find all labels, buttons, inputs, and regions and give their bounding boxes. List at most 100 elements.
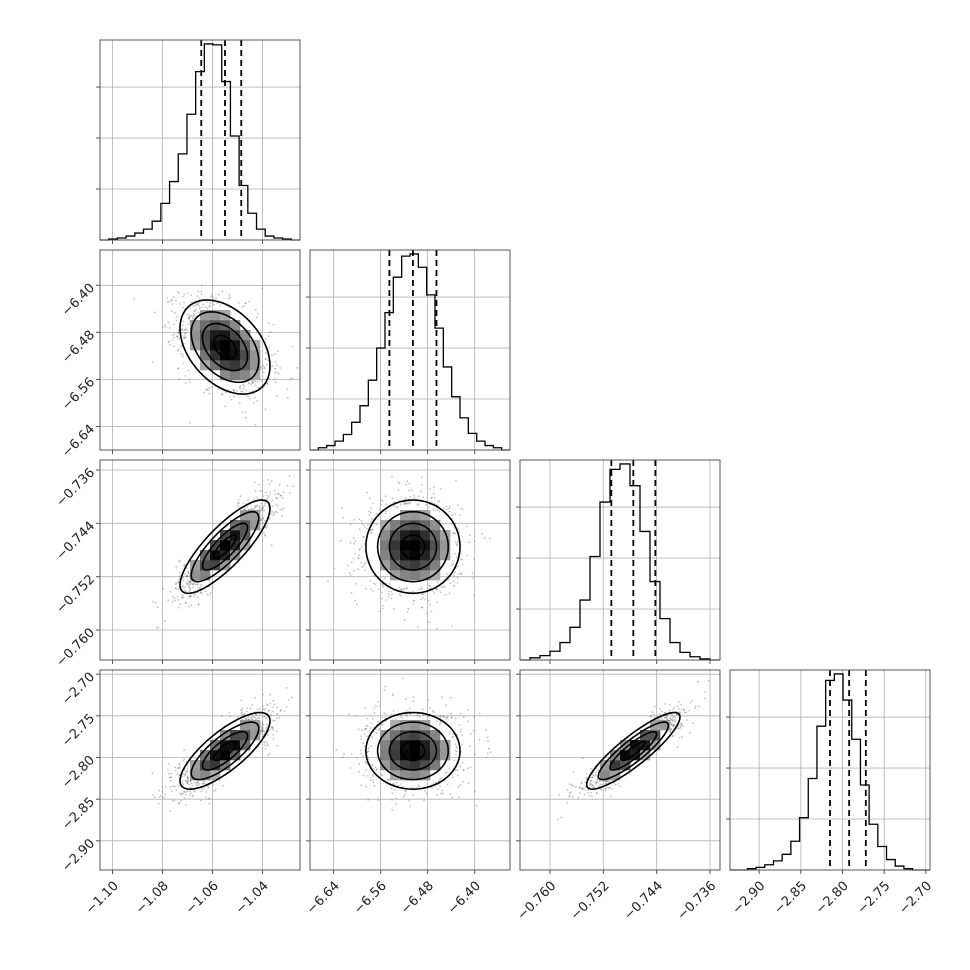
scatter-point bbox=[255, 506, 257, 508]
scatter-point bbox=[670, 723, 673, 726]
scatter-point bbox=[454, 522, 457, 525]
scatter-point bbox=[171, 303, 174, 305]
scatter-point bbox=[453, 531, 455, 534]
scatter-point bbox=[182, 585, 185, 588]
scatter-point bbox=[371, 518, 374, 521]
contour-line bbox=[609, 730, 658, 771]
scatter-point bbox=[263, 731, 266, 733]
scatter-point bbox=[261, 515, 264, 517]
scatter-point bbox=[256, 312, 259, 315]
scatter-point bbox=[177, 349, 180, 352]
density-bins bbox=[380, 720, 451, 781]
scatter-point bbox=[203, 781, 206, 783]
scatter-point bbox=[185, 601, 188, 604]
scatter-point bbox=[178, 774, 181, 777]
contour-line bbox=[179, 299, 271, 395]
scatter-point bbox=[264, 747, 267, 750]
scatter-point bbox=[243, 712, 246, 715]
scatter-frame bbox=[519, 669, 721, 871]
scatter-point bbox=[585, 776, 587, 779]
scatter-point bbox=[382, 605, 385, 607]
scatter-point bbox=[261, 729, 264, 732]
scatter-point bbox=[184, 804, 187, 806]
scatter-point bbox=[241, 383, 244, 386]
scatter-point bbox=[263, 532, 265, 534]
scatter-point bbox=[291, 377, 294, 380]
scatter-point bbox=[192, 583, 195, 585]
scatter-point bbox=[390, 713, 393, 716]
scatter-point bbox=[281, 508, 283, 511]
scatter-point bbox=[183, 749, 186, 751]
scatter-point bbox=[184, 768, 186, 771]
scatter-point bbox=[371, 764, 374, 767]
scatter-point bbox=[212, 784, 215, 786]
density-bin bbox=[240, 740, 251, 751]
scatter-point bbox=[408, 489, 410, 492]
scatter-point bbox=[164, 785, 167, 788]
scatter-point bbox=[268, 729, 271, 732]
scatter-point bbox=[168, 340, 171, 343]
scatter-point bbox=[363, 543, 366, 545]
scatter-point bbox=[197, 603, 200, 606]
scatter-point bbox=[671, 734, 674, 737]
x-tick-label: −6.48 bbox=[398, 879, 437, 918]
density-bin bbox=[410, 760, 421, 771]
density-bin bbox=[220, 560, 231, 571]
scatter-point bbox=[195, 308, 198, 311]
scatter-point bbox=[188, 590, 191, 592]
scatter-point bbox=[243, 508, 245, 510]
scatter-point bbox=[247, 382, 250, 384]
scatter-point bbox=[241, 707, 244, 710]
scatter-point bbox=[357, 568, 360, 571]
scatter-point bbox=[238, 402, 241, 404]
scatter-point bbox=[568, 794, 571, 797]
scatter-point bbox=[426, 612, 428, 615]
scatter-point bbox=[400, 504, 402, 506]
scatter-point bbox=[680, 724, 683, 727]
scatter-point bbox=[264, 707, 267, 710]
scatter-point bbox=[188, 378, 191, 381]
scatter-point bbox=[186, 764, 189, 767]
scatter-point bbox=[182, 783, 185, 785]
scatter-point bbox=[653, 713, 655, 716]
scatter-point bbox=[244, 416, 247, 419]
scatter-point bbox=[171, 601, 174, 604]
scatter-point bbox=[177, 367, 180, 370]
scatter-point bbox=[189, 780, 192, 783]
scatter-point bbox=[193, 790, 196, 793]
scatter-point bbox=[245, 717, 248, 719]
scatter-point bbox=[572, 785, 574, 787]
scatter-point bbox=[596, 792, 598, 795]
y-tick-label: −2.70 bbox=[59, 670, 98, 709]
scatter-point bbox=[212, 586, 214, 589]
scatter-point bbox=[587, 789, 589, 791]
scatter-point bbox=[277, 492, 279, 495]
scatter-point bbox=[680, 703, 683, 706]
scatter-point bbox=[151, 361, 154, 364]
scatter-point bbox=[273, 513, 276, 515]
scatter-point bbox=[204, 306, 207, 308]
density-bin bbox=[190, 340, 201, 351]
scatter-point bbox=[184, 336, 187, 338]
scatter-point bbox=[263, 366, 266, 368]
scatter-point bbox=[364, 526, 367, 528]
scatter-point bbox=[404, 502, 407, 505]
scatter-point bbox=[179, 575, 182, 577]
scatter-point bbox=[158, 789, 161, 792]
scatter-point bbox=[363, 745, 366, 747]
scatter-point bbox=[672, 724, 675, 727]
scatter-point bbox=[442, 507, 445, 510]
density-bin bbox=[220, 760, 231, 771]
scatter-point bbox=[201, 592, 204, 595]
scatter-point bbox=[233, 395, 235, 398]
contour-line bbox=[213, 334, 237, 360]
scatter-point bbox=[192, 586, 195, 588]
scatter-point bbox=[361, 522, 364, 525]
scatter-point bbox=[262, 364, 264, 367]
scatter-point bbox=[420, 588, 423, 591]
scatter-point bbox=[260, 725, 263, 728]
density-bin bbox=[420, 550, 431, 561]
scatter-point bbox=[271, 710, 274, 713]
scatter-point bbox=[166, 301, 169, 303]
scatter-point bbox=[429, 707, 431, 709]
